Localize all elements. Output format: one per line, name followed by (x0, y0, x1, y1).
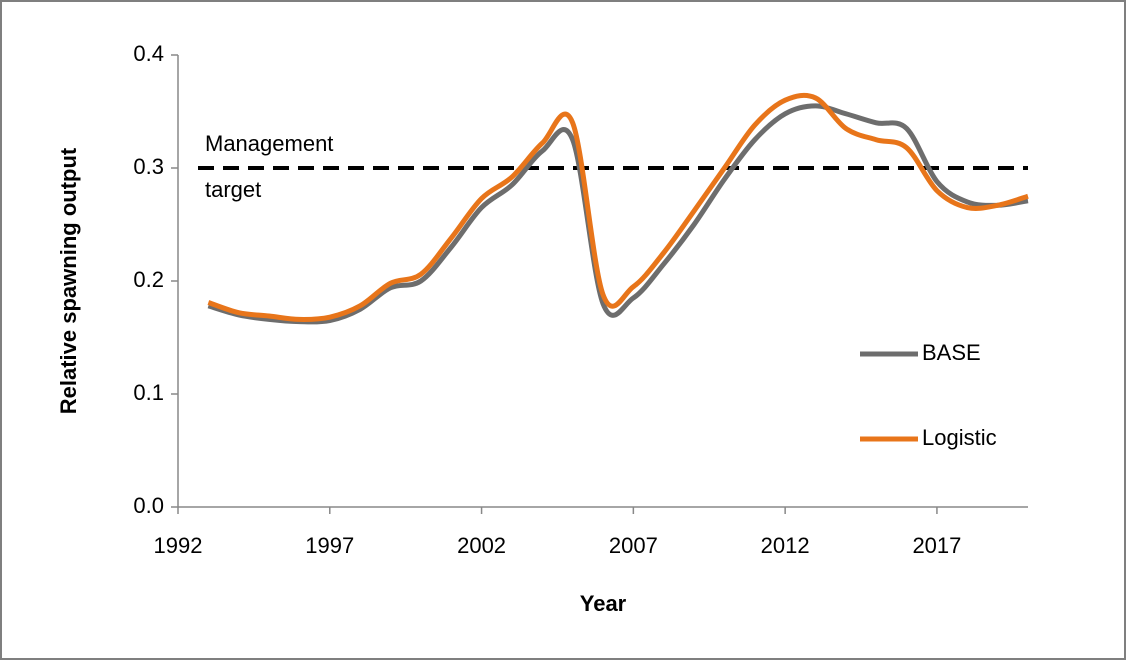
annotation: target (205, 177, 261, 202)
x-tick-label: 1992 (154, 533, 203, 558)
x-tick-label: 2007 (609, 533, 658, 558)
y-tick-label: 0.3 (133, 154, 164, 179)
y-tick-label: 0.0 (133, 493, 164, 518)
y-axis-title: Relative spawning output (56, 147, 81, 414)
legend-label: BASE (922, 340, 981, 365)
x-tick-label: 2012 (761, 533, 810, 558)
y-tick-label: 0.2 (133, 267, 164, 292)
x-axis-title: Year (580, 591, 627, 616)
x-tick-label: 2002 (457, 533, 506, 558)
annotation: Management (205, 131, 333, 156)
legend-label: Logistic (922, 425, 997, 450)
series-line (207, 92, 1029, 322)
series-line (207, 103, 1029, 325)
y-tick-label: 0.4 (133, 41, 164, 66)
x-tick-label: 1997 (305, 533, 354, 558)
y-tick-label: 0.1 (133, 380, 164, 405)
x-tick-label: 2017 (912, 533, 961, 558)
